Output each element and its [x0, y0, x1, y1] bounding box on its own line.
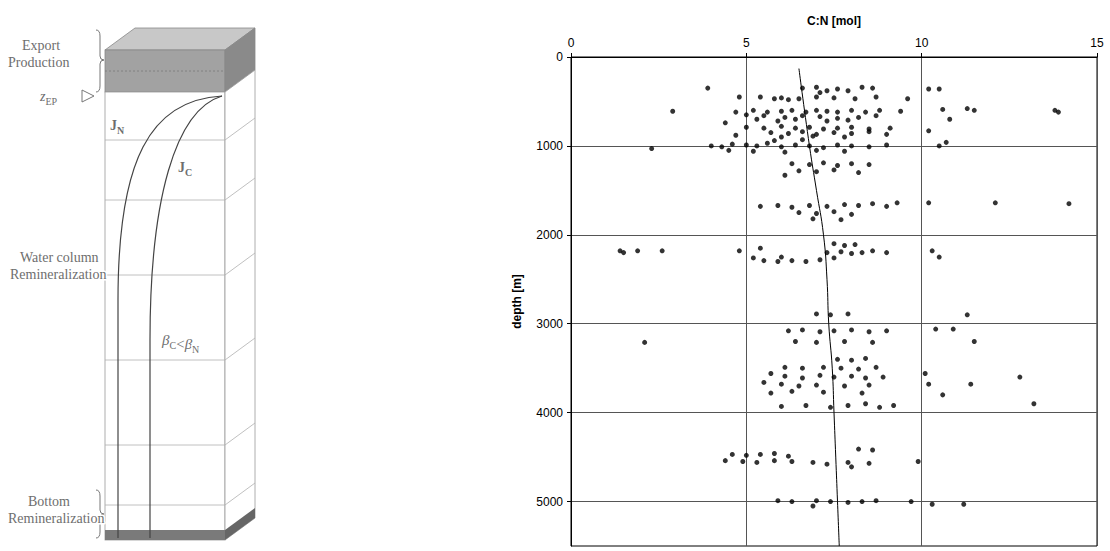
svg-text:Production: Production [8, 55, 69, 70]
svg-text:15: 15 [1090, 36, 1104, 50]
svg-text:5: 5 [743, 36, 750, 50]
svg-text:1000: 1000 [536, 139, 563, 153]
svg-text:2000: 2000 [536, 228, 563, 242]
svg-text:JN: JN [110, 118, 125, 136]
svg-text:0: 0 [556, 50, 563, 64]
svg-text:4000: 4000 [536, 406, 563, 420]
svg-text:0: 0 [568, 36, 575, 50]
svg-text:JC: JC [178, 160, 192, 178]
svg-text:βC<βN: βC<βN [161, 332, 199, 355]
svg-text:Water column: Water column [20, 250, 99, 265]
svg-text:Remineralization: Remineralization [8, 511, 104, 526]
svg-text:C:N [mol]: C:N [mol] [807, 14, 861, 28]
svg-text:Remineralization: Remineralization [10, 267, 106, 282]
svg-text:zEP: zEP [39, 89, 58, 107]
svg-text:10: 10 [915, 36, 929, 50]
svg-text:Export: Export [22, 38, 60, 53]
svg-text:depth [m]: depth [m] [510, 274, 524, 329]
svg-text:Bottom: Bottom [28, 494, 70, 509]
svg-text:3000: 3000 [536, 317, 563, 331]
svg-text:5000: 5000 [536, 495, 563, 509]
